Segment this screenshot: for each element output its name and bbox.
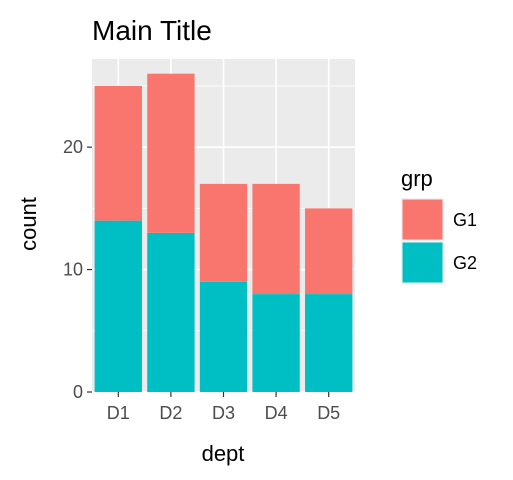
bar-D4-G2 [252, 294, 300, 392]
x-axis: D1 D2 D3 D4 D5 [107, 392, 340, 423]
legend-title: grp [401, 166, 433, 191]
legend-label-G1: G1 [453, 210, 477, 230]
bar-D1-G1 [94, 85, 142, 221]
legend-label-G2: G2 [453, 253, 477, 273]
bars [94, 73, 353, 392]
bar-D2-G1 [147, 73, 195, 233]
legend-swatch-G1 [402, 199, 443, 240]
legend-swatch-G2 [402, 242, 443, 283]
x-axis-title: dept [202, 441, 245, 466]
bar-D2-G2 [147, 232, 195, 392]
bar-D4-G1 [252, 183, 300, 295]
y-tick-label: 20 [63, 137, 83, 157]
y-tick-label: 10 [63, 260, 83, 280]
x-tick-label: D5 [317, 403, 340, 423]
bar-D5-G2 [305, 294, 353, 392]
bar-D1-G2 [94, 220, 142, 392]
x-tick-label: D1 [107, 403, 130, 423]
x-tick-label: D2 [159, 403, 182, 423]
y-tick-label: 0 [73, 382, 83, 402]
chart-title: Main Title [92, 15, 212, 46]
bar-D3-G2 [199, 281, 248, 392]
bar-D5-G1 [305, 208, 353, 295]
bar-D3-G1 [199, 183, 248, 282]
y-axis-title: count [16, 197, 41, 251]
x-tick-label: D4 [265, 403, 288, 423]
y-axis: 0 10 20 [63, 137, 92, 402]
legend: grp G1 G2 [401, 166, 477, 284]
x-tick-label: D3 [212, 403, 235, 423]
